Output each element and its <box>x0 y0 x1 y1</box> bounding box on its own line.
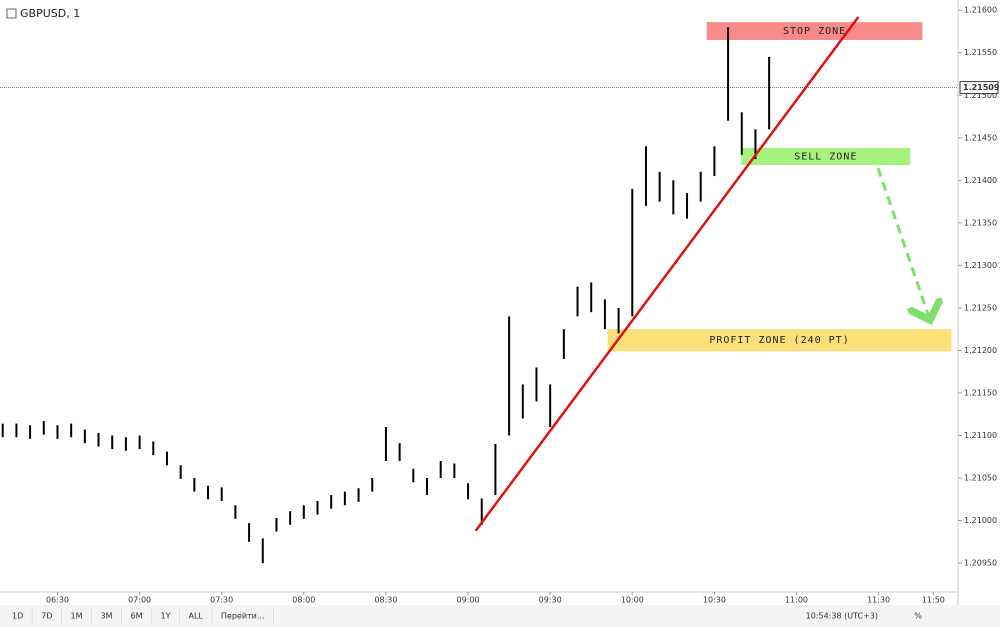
x-tick-label: 07:30 <box>210 596 233 605</box>
zone-label: SELL ZONE <box>794 152 857 163</box>
y-tick-label: 1.21000 <box>964 516 997 525</box>
zone <box>607 329 952 352</box>
range-button[interactable]: ALL <box>188 612 203 621</box>
y-tick-label: 1.21500 <box>964 91 997 100</box>
range-button[interactable]: 6M <box>131 612 143 621</box>
zone <box>741 148 911 166</box>
x-tick-label: 11:30 <box>867 596 890 605</box>
last-price-label: 1.21509 <box>963 83 1000 92</box>
y-tick-label: 1.21600 <box>964 6 997 15</box>
range-button[interactable]: 7D <box>41 612 52 621</box>
x-tick-label: 11:50 <box>922 596 945 605</box>
x-tick-label: 08:00 <box>292 596 315 605</box>
direction-arrow <box>876 167 930 320</box>
range-button[interactable]: Перейти... <box>221 612 265 621</box>
x-tick-label: 11:00 <box>785 596 808 605</box>
x-tick-label: 10:00 <box>621 596 644 605</box>
symbol-title: GBPUSD, 1 <box>20 7 80 20</box>
x-tick-label: 10:30 <box>703 596 726 605</box>
range-button[interactable]: 3M <box>101 612 113 621</box>
toolbar <box>0 605 1000 627</box>
range-button[interactable]: 1D <box>12 612 23 621</box>
x-tick-label: 09:00 <box>457 596 480 605</box>
x-tick-label: 07:00 <box>128 596 151 605</box>
y-tick-label: 1.21050 <box>964 474 997 483</box>
y-tick-label: 1.21300 <box>964 261 997 270</box>
last-price-box <box>959 81 999 95</box>
range-button[interactable]: 1M <box>71 612 83 621</box>
clock: 10:54:38 (UTC+3) <box>806 612 878 621</box>
y-tick-label: 1.20950 <box>964 559 997 568</box>
collapse-icon[interactable] <box>6 8 17 19</box>
y-tick-label: 1.21400 <box>964 176 997 185</box>
trend-line <box>474 16 860 532</box>
percent-toggle[interactable]: % <box>914 612 922 621</box>
y-tick-label: 1.21550 <box>964 48 997 57</box>
range-button[interactable]: 1Y <box>161 612 171 621</box>
y-tick-label: 1.21200 <box>964 346 997 355</box>
y-tick-label: 1.21450 <box>964 133 997 142</box>
zone-label: PROFIT ZONE (240 PT) <box>709 335 849 346</box>
y-tick-label: 1.21350 <box>964 218 997 227</box>
x-tick-label: 06:30 <box>46 596 69 605</box>
y-tick-label: 1.21150 <box>964 388 997 397</box>
zone-label: STOP ZONE <box>783 26 846 37</box>
x-tick-label: 09:30 <box>539 596 562 605</box>
y-tick-label: 1.21100 <box>964 431 997 440</box>
zone <box>706 22 923 40</box>
y-tick-label: 1.21250 <box>964 303 997 312</box>
x-tick-label: 08:30 <box>374 596 397 605</box>
